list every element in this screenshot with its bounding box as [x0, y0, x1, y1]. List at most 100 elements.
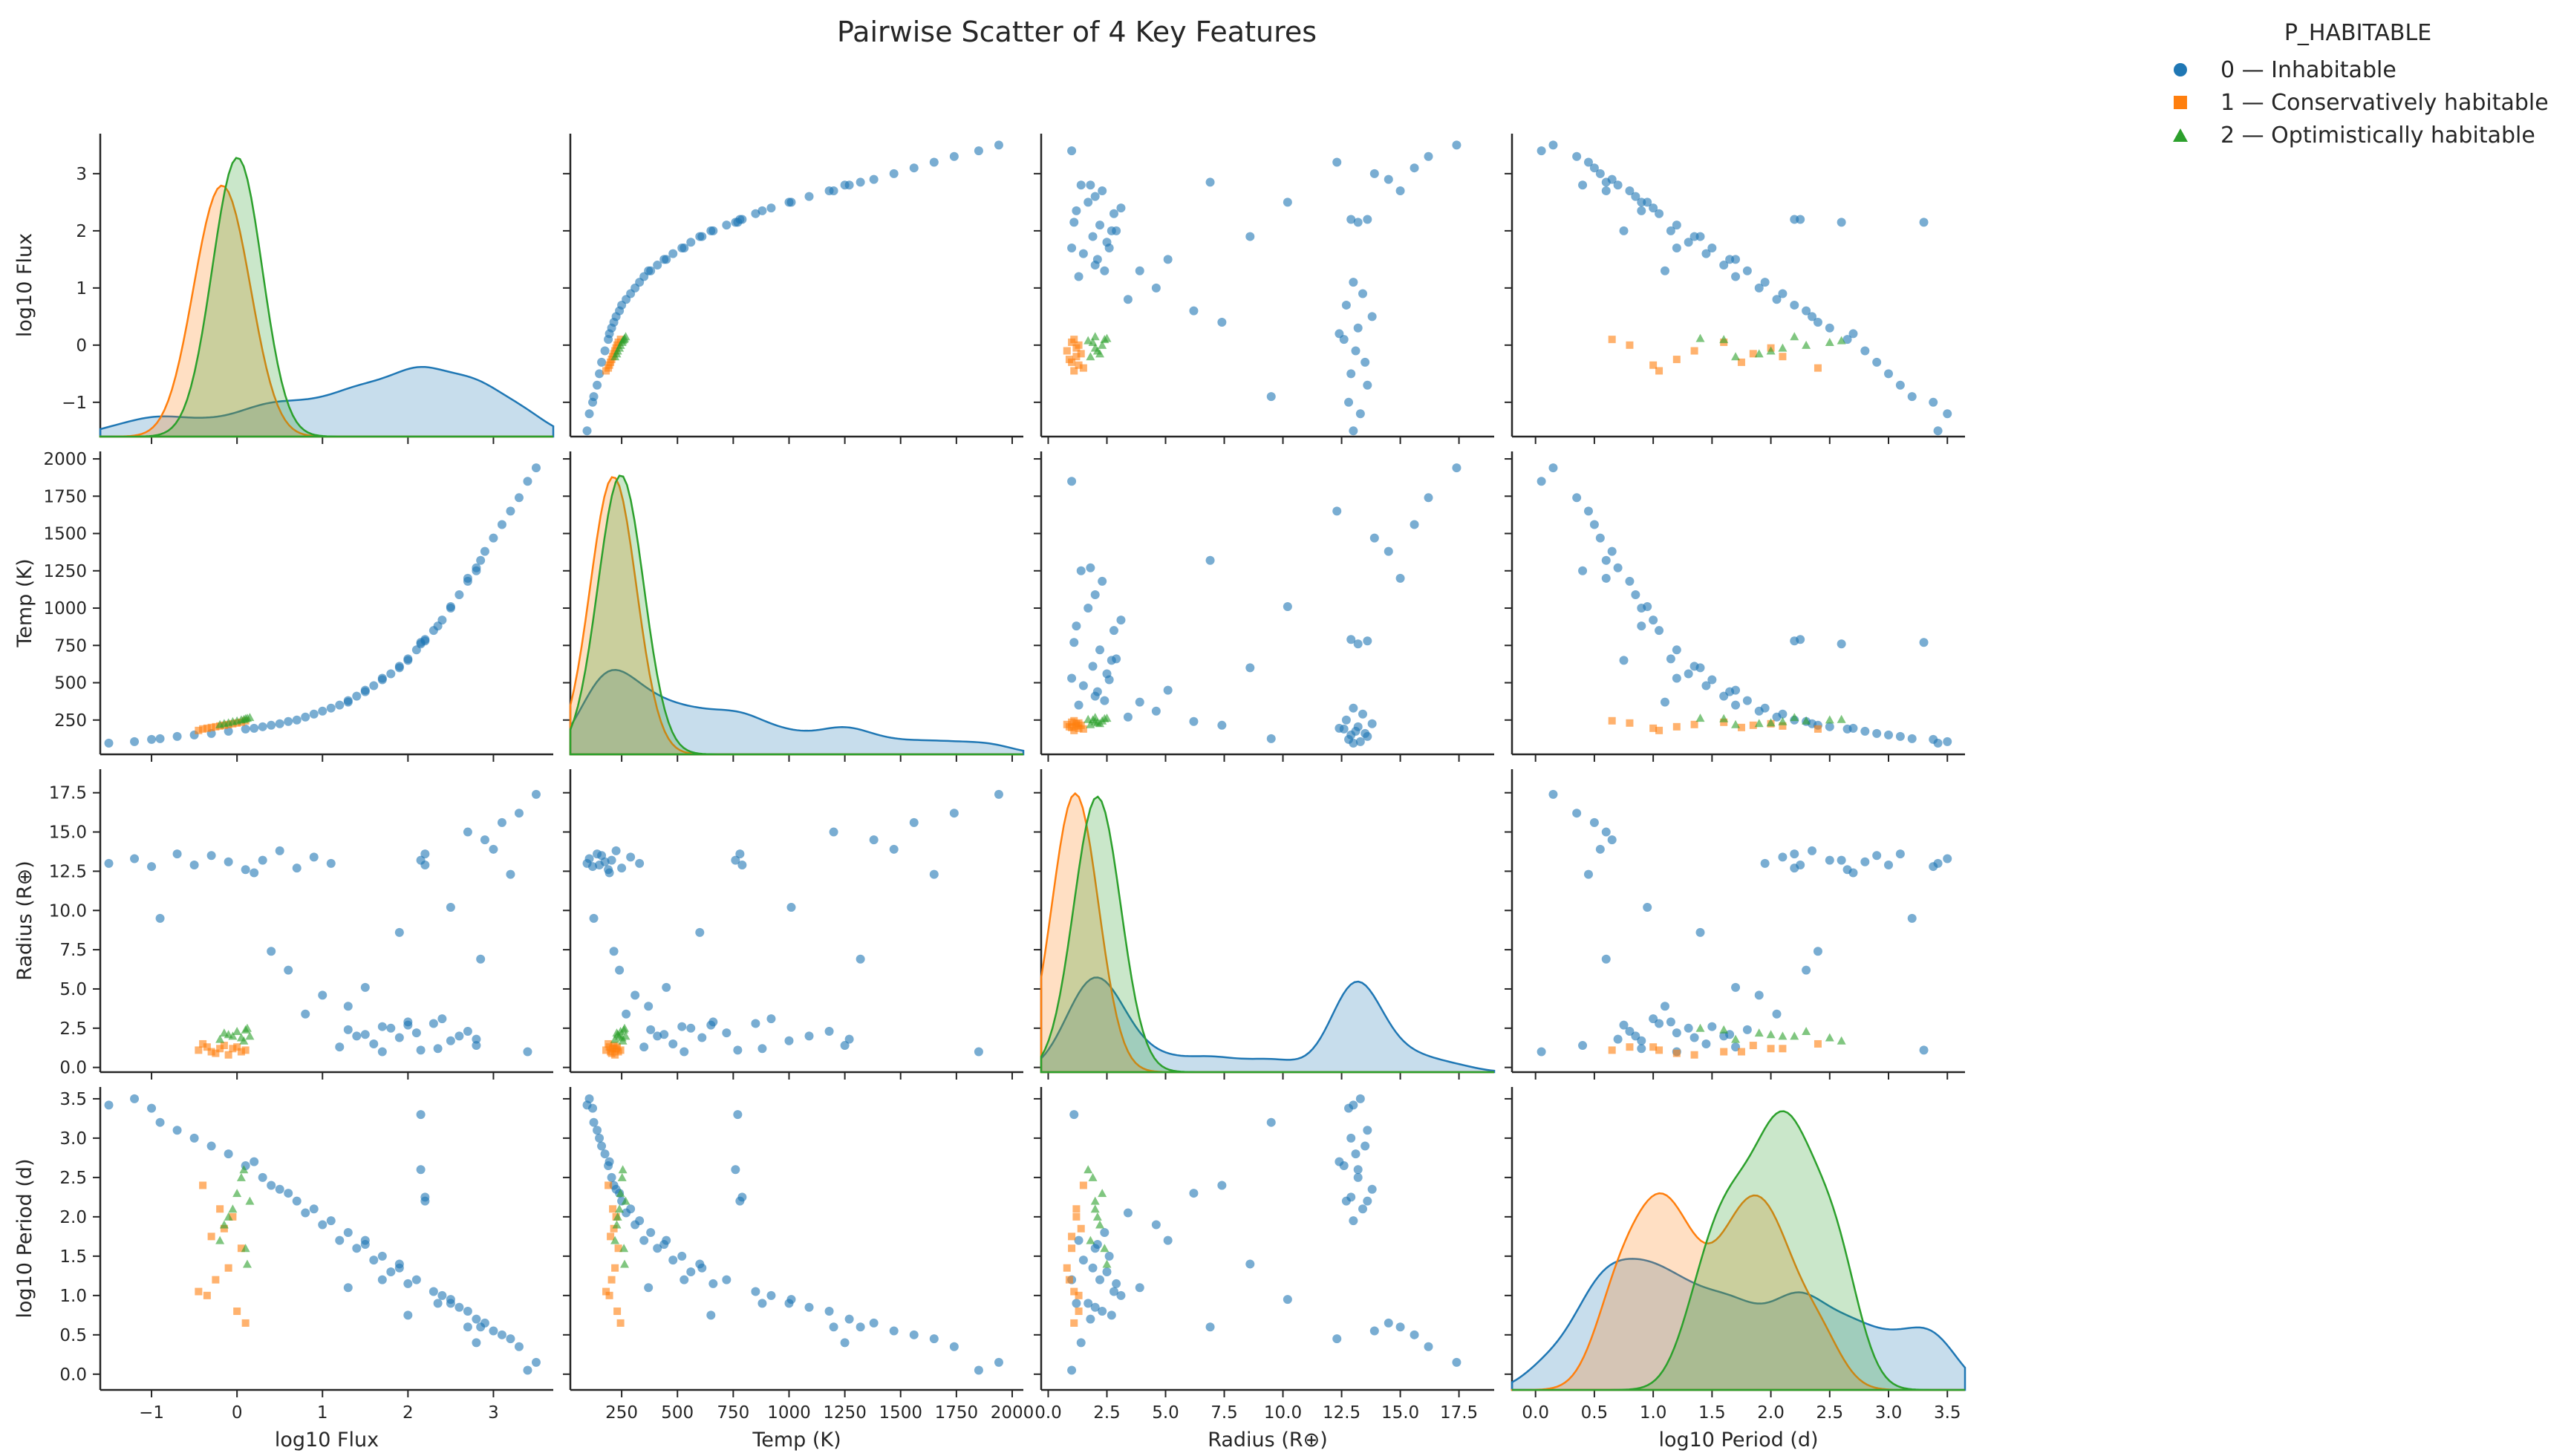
- point-inhabitable: [1205, 177, 1215, 187]
- panel-period-vs-temp: 250 500 750 1000 1250 1500 1750 2000 Temp (K): [563, 1087, 1034, 1452]
- point-inhabitable: [1860, 346, 1870, 356]
- point-conservative: [1079, 725, 1087, 733]
- point-inhabitable: [428, 1287, 438, 1296]
- point-conservative: [203, 1291, 211, 1299]
- point-conservative: [1690, 1051, 1698, 1059]
- point-conservative: [616, 1319, 625, 1327]
- point-inhabitable: [605, 329, 614, 339]
- point-inhabitable: [1907, 913, 1917, 923]
- point-inhabitable: [416, 1045, 426, 1055]
- point-inhabitable: [1088, 1263, 1098, 1273]
- point-optimistic: [1766, 718, 1776, 727]
- point-optimistic: [1731, 352, 1741, 361]
- point-conservative: [1063, 720, 1071, 728]
- point-inhabitable: [1095, 645, 1105, 655]
- point-inhabitable: [433, 1044, 443, 1054]
- point-conservative: [607, 358, 615, 366]
- point-inhabitable: [584, 1094, 594, 1103]
- point-inhabitable: [686, 238, 696, 247]
- point-conservative: [216, 1205, 224, 1213]
- point-optimistic: [242, 714, 252, 722]
- point-inhabitable: [1123, 712, 1133, 722]
- point-inhabitable: [611, 846, 621, 855]
- point-inhabitable: [1452, 463, 1462, 473]
- point-inhabitable: [411, 1028, 421, 1038]
- point-optimistic: [219, 1028, 229, 1037]
- point-inhabitable: [318, 706, 328, 716]
- point-inhabitable: [1837, 218, 1846, 227]
- point-optimistic: [1802, 340, 1811, 349]
- point-inhabitable: [1754, 283, 1764, 293]
- point-inhabitable: [1719, 1031, 1729, 1041]
- point-inhabitable: [1395, 1322, 1405, 1332]
- point-inhabitable: [267, 1181, 276, 1190]
- point-inhabitable: [267, 947, 276, 956]
- point-inhabitable: [241, 865, 250, 875]
- point-inhabitable: [292, 715, 302, 725]
- point-inhabitable: [994, 789, 1003, 799]
- point-inhabitable: [1907, 734, 1917, 743]
- point-inhabitable: [506, 869, 515, 879]
- panel-radius-vs-temp: [563, 769, 1023, 1080]
- point-inhabitable: [622, 295, 631, 304]
- point-inhabitable: [1731, 982, 1741, 992]
- point-inhabitable: [582, 426, 592, 436]
- point-conservative: [1720, 718, 1728, 726]
- point-inhabitable: [1349, 1216, 1358, 1226]
- point-inhabitable: [1346, 635, 1356, 644]
- point-inhabitable: [1625, 576, 1635, 586]
- point-inhabitable: [343, 1228, 353, 1238]
- y-tick-label: 12.5: [49, 862, 87, 881]
- point-inhabitable: [1643, 197, 1652, 207]
- point-inhabitable: [1335, 1157, 1344, 1166]
- point-inhabitable: [653, 1244, 662, 1253]
- point-inhabitable: [1537, 477, 1546, 486]
- point-inhabitable: [360, 1030, 370, 1039]
- point-conservative: [1608, 336, 1616, 344]
- point-inhabitable: [258, 722, 267, 731]
- point-inhabitable: [1731, 272, 1741, 281]
- point-inhabitable: [974, 1365, 983, 1375]
- point-optimistic: [1102, 714, 1112, 722]
- point-inhabitable: [416, 639, 426, 649]
- point-inhabitable: [506, 506, 515, 516]
- point-inhabitable: [804, 192, 814, 201]
- point-inhabitable: [1933, 426, 1943, 436]
- x-tick-label: 1500: [879, 1403, 922, 1423]
- point-inhabitable: [1346, 369, 1356, 379]
- point-inhabitable: [1672, 221, 1681, 230]
- point-conservative: [1077, 1224, 1085, 1233]
- point-inhabitable: [1344, 397, 1354, 407]
- y-tick-label: 0.0: [59, 1059, 87, 1078]
- point-inhabitable: [1754, 990, 1764, 1000]
- point-optimistic: [232, 1027, 242, 1036]
- kde-2: [1040, 795, 1494, 1074]
- point-inhabitable: [1069, 638, 1079, 647]
- point-conservative: [605, 1291, 613, 1299]
- panel-radius-vs-flux: 0.0 2.5 5.0 7.5 10.0 12.5 15.0 17.5 Radius (R⊕): [13, 769, 553, 1080]
- point-inhabitable: [1335, 723, 1344, 733]
- point-inhabitable: [309, 1204, 319, 1214]
- point-inhabitable: [1601, 573, 1611, 583]
- point-inhabitable: [680, 243, 689, 252]
- point-inhabitable: [615, 306, 625, 316]
- point-inhabitable: [1813, 947, 1822, 956]
- point-inhabitable: [737, 1192, 747, 1202]
- point-conservative: [195, 726, 203, 734]
- point-inhabitable: [653, 1031, 662, 1041]
- point-inhabitable: [829, 827, 838, 837]
- point-inhabitable: [1355, 1094, 1365, 1103]
- point-inhabitable: [1637, 1044, 1646, 1054]
- point-inhabitable: [1731, 255, 1741, 264]
- x-tick-label: 0.5: [1581, 1403, 1609, 1423]
- point-inhabitable: [589, 913, 599, 923]
- point-conservative: [611, 347, 619, 355]
- point-inhabitable: [352, 1244, 362, 1253]
- point-optimistic: [612, 349, 622, 358]
- point-optimistic: [1837, 336, 1846, 345]
- point-inhabitable: [1601, 177, 1611, 187]
- point-inhabitable: [394, 1259, 404, 1269]
- point-inhabitable: [889, 1326, 899, 1336]
- point-inhabitable: [343, 1002, 353, 1011]
